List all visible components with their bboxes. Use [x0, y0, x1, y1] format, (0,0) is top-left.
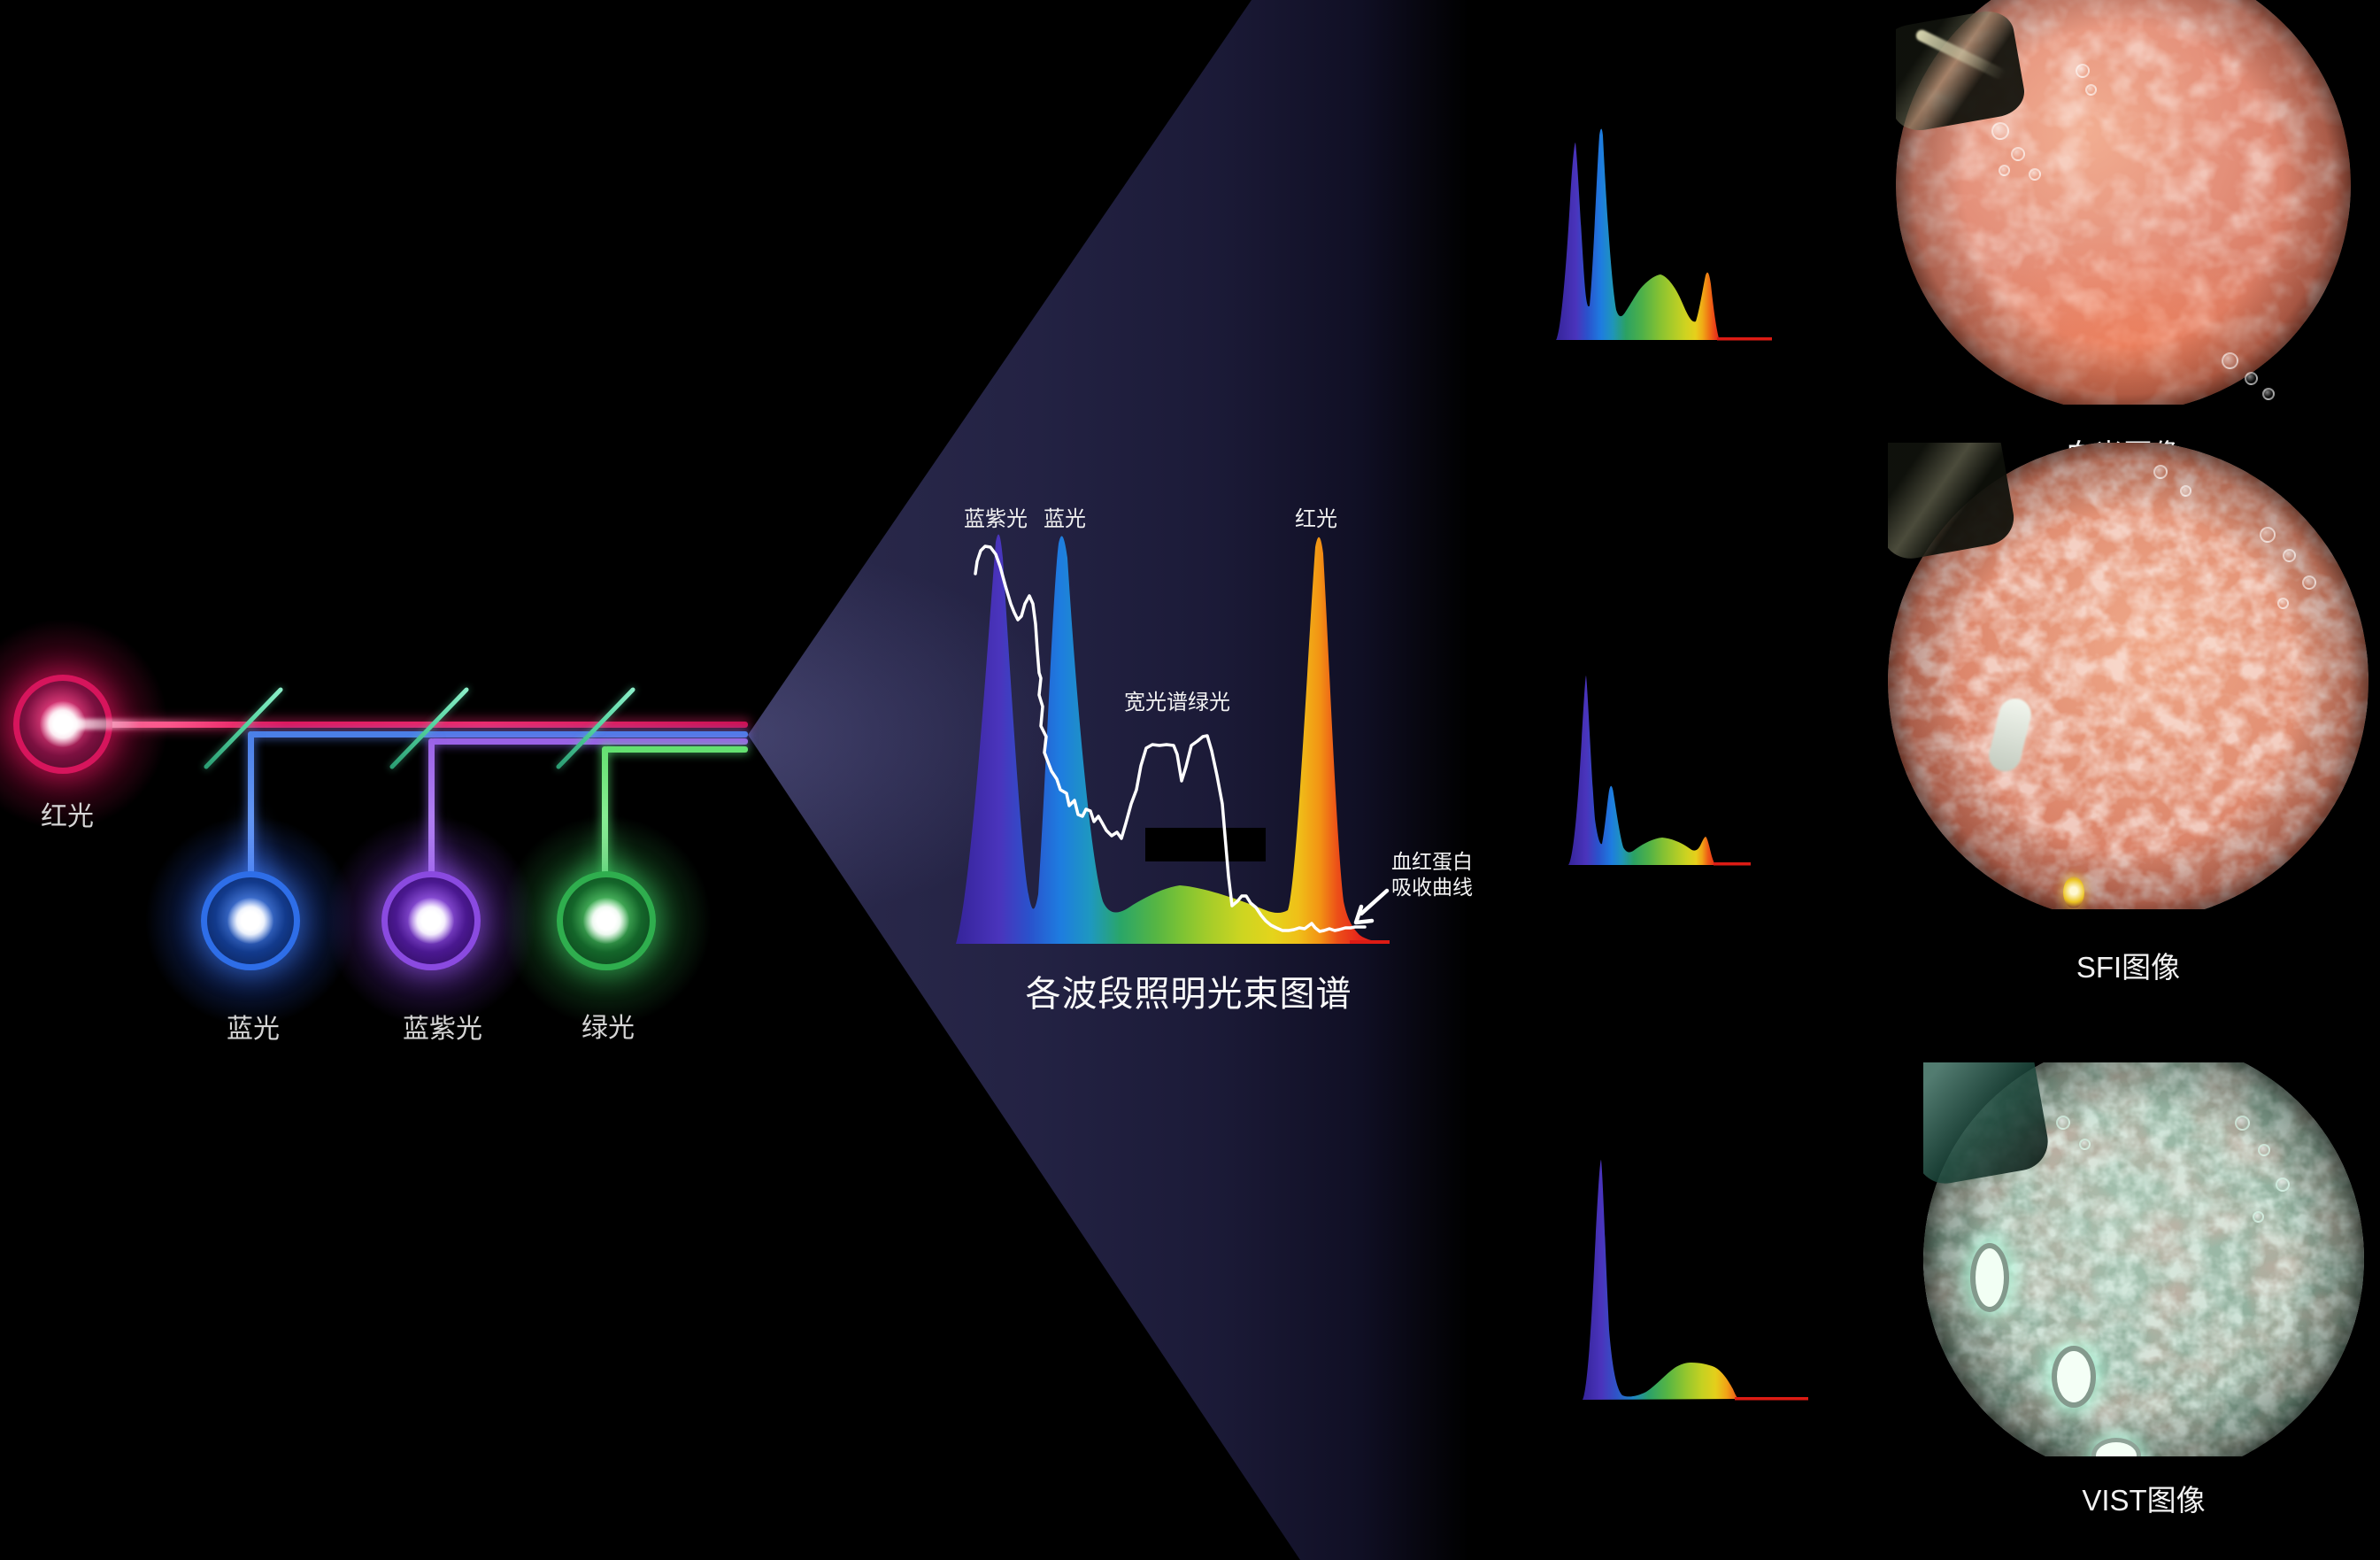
caption-sfi: SFI图像	[2076, 951, 2181, 984]
bubble	[2029, 168, 2041, 181]
red-beam	[89, 722, 748, 728]
blue-laser-core	[227, 898, 273, 944]
hemoglobin-label-line2: 吸收曲线	[1391, 876, 1473, 899]
yellow-highlight-spot	[2063, 877, 2084, 908]
hemoglobin-curve	[974, 544, 1367, 933]
dichroic-mirror-3	[555, 686, 636, 770]
chart-title: 各波段照明光束图谱	[1025, 975, 1352, 1014]
spectrum-red-tail	[1350, 940, 1390, 944]
source-label-blue: 蓝光	[227, 1015, 280, 1044]
source-label-green: 绿光	[582, 1014, 635, 1043]
vist-small-spectrum	[1583, 1160, 1808, 1401]
green-beam-horizontal	[605, 746, 748, 753]
bubble	[2153, 465, 2168, 479]
spectrum-area	[1583, 1160, 1738, 1400]
blue-beam-horizontal	[250, 731, 748, 738]
violet-beam-horizontal	[431, 738, 748, 745]
spectrum-red-tail	[1717, 337, 1772, 341]
sfi-small-spectrum	[1568, 676, 1751, 866]
bubble	[2085, 84, 2097, 96]
spectrum-area	[1556, 128, 1719, 340]
censor-bar	[1145, 828, 1266, 861]
peak-label-blue: 蓝光	[1044, 507, 1086, 531]
spectrum-area	[1568, 676, 1715, 865]
source-label-red: 红光	[41, 802, 94, 831]
bubble	[2011, 147, 2025, 161]
bubble	[2253, 1211, 2264, 1223]
hemoglobin-label-line1: 血红蛋白	[1391, 850, 1473, 873]
main-spectrum-chart	[956, 534, 1390, 944]
caption-vist: VIST图像	[2082, 1484, 2206, 1517]
bubble	[2235, 1116, 2250, 1131]
bubble	[2262, 388, 2275, 400]
bubble	[2260, 527, 2276, 543]
bubble	[2258, 1144, 2270, 1156]
source-label-violet: 蓝紫光	[403, 1015, 482, 1044]
bubble	[2302, 575, 2316, 590]
bubble	[2277, 598, 2289, 609]
blue-laser-ring	[201, 871, 300, 970]
white-light-small-spectrum	[1556, 128, 1772, 341]
peak-label-violet: 蓝紫光	[964, 507, 1028, 531]
endoscopy-image-vist	[1923, 1062, 2364, 1456]
spectrum-red-tail	[1714, 862, 1751, 866]
endoscopy-image-sfi	[1888, 443, 2368, 909]
bubble	[2222, 352, 2238, 369]
hemoglobin-arrow-icon	[1353, 888, 1390, 925]
peak-label-red: 红光	[1295, 507, 1337, 531]
violet-laser-core	[408, 898, 454, 944]
green-laser-core	[583, 898, 629, 944]
bubble	[2245, 372, 2258, 385]
hemoglobin-label: 血红蛋白 吸收曲线	[1391, 849, 1473, 900]
red-laser-core	[40, 701, 86, 747]
spectrum-area	[956, 534, 1388, 944]
spectrum-red-tail	[1735, 1397, 1808, 1401]
bubble	[2056, 1116, 2070, 1130]
bubble	[2283, 549, 2296, 562]
bright-highlight-spot	[1970, 1243, 2009, 1312]
bubble	[2276, 1178, 2290, 1192]
broad-green-label: 宽光谱绿光	[1124, 691, 1230, 714]
bubble	[2180, 485, 2191, 497]
bubble	[1999, 165, 2010, 176]
bubble	[2076, 64, 2090, 78]
bright-highlight-spot	[2052, 1346, 2096, 1408]
bubble	[1991, 122, 2009, 140]
endoscopy-image-white-light	[1896, 0, 2351, 405]
bubble	[2079, 1139, 2091, 1150]
red-laser-flare	[58, 719, 261, 730]
